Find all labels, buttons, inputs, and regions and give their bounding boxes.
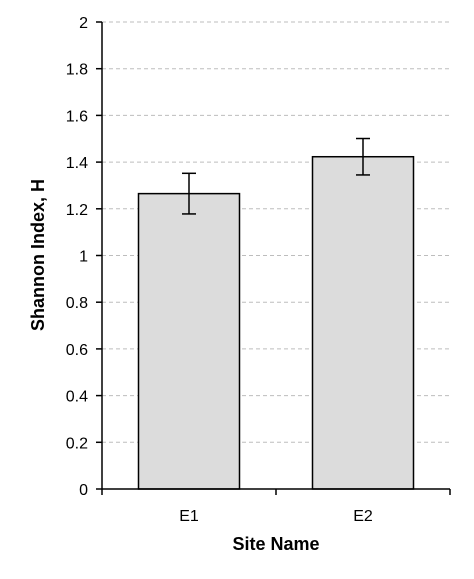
y-tick-label: 0.8	[66, 295, 88, 312]
error-bars	[182, 137, 370, 215]
bar-e1	[137, 192, 241, 490]
x-tick-label: E2	[353, 508, 373, 525]
bars	[137, 155, 415, 490]
y-tick-label: 1	[79, 249, 88, 266]
x-tick-labels: E1 E2	[179, 508, 373, 525]
y-tick-label: 1.2	[66, 202, 88, 219]
y-tick-label: 1.6	[66, 108, 88, 125]
y-tick-labels: 0 0.2 0.4 0.6 0.8 1 1.2 1.4 1.6 1.8 2	[66, 15, 88, 499]
y-tick-label: 0.4	[66, 389, 88, 406]
bar-e2	[311, 155, 415, 490]
y-tick-label: 1.8	[66, 62, 88, 79]
y-tick-label: 2	[79, 15, 88, 32]
y-axis-title: Shannon Index, H	[28, 179, 48, 331]
y-tick-label: 0	[79, 482, 88, 499]
y-tick-label: 1.4	[66, 155, 88, 172]
axes	[96, 21, 451, 495]
x-tick-label: E1	[179, 508, 199, 525]
y-tick-label: 0.2	[66, 435, 88, 452]
y-tick-label: 0.6	[66, 342, 88, 359]
x-axis-title: Site Name	[232, 534, 319, 554]
